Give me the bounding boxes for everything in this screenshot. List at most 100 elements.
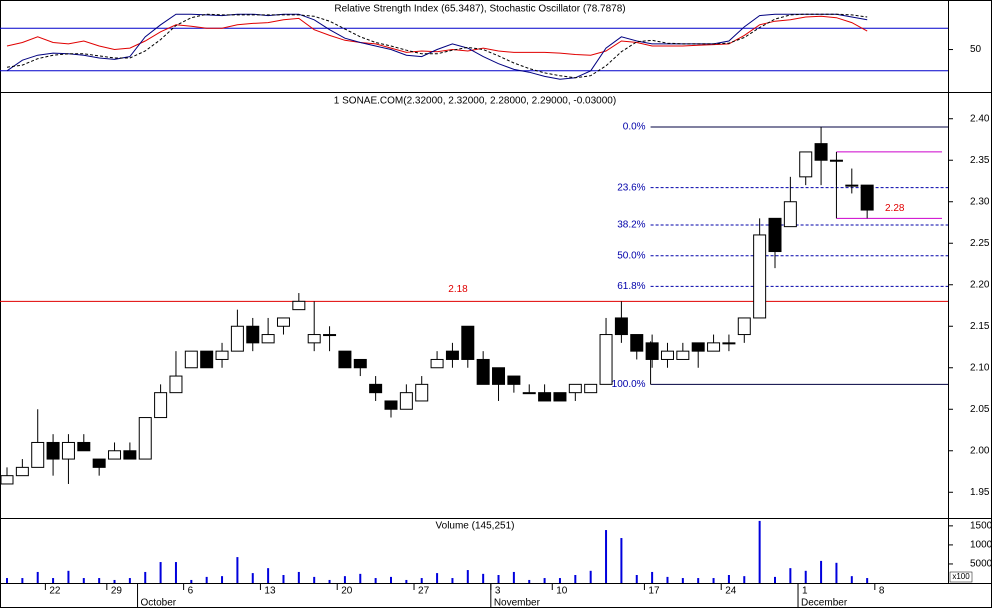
volume-bar: [436, 573, 439, 583]
volume-bar: [758, 520, 761, 583]
candle-body: [737, 317, 751, 336]
volume-bar: [666, 576, 669, 583]
candle-body: [814, 143, 828, 161]
candle-body: [492, 367, 506, 385]
volume-bar: [558, 578, 561, 583]
candle-body: [845, 184, 859, 187]
y-tick-label: 2.20: [970, 279, 990, 290]
x-tick-label: 27: [418, 586, 430, 597]
candle-body: [323, 334, 337, 337]
volume-bar: [512, 571, 515, 583]
candle-body: [476, 358, 490, 385]
volume-bar: [543, 578, 546, 583]
volume-bar: [174, 562, 177, 583]
x-tick-label: 20: [341, 586, 353, 597]
candle-body: [154, 392, 168, 419]
y-tick-label: 2.15: [970, 321, 990, 332]
candle-body: [553, 392, 567, 402]
volume-bar: [236, 557, 239, 583]
candle-body: [338, 350, 352, 369]
fib-label: 100.0%: [612, 379, 646, 390]
volume-bar: [466, 570, 469, 583]
candle-body: [768, 217, 782, 253]
price-title: 1 SONAE.COM(2.32000, 2.32000, 2.28000, 2…: [334, 96, 616, 107]
volume-bar: [405, 579, 408, 583]
candle-body: [169, 375, 183, 394]
candle-body: [707, 342, 721, 352]
x-tick-label: 10: [556, 586, 568, 597]
x-tick-label: 6: [188, 586, 194, 597]
y-tick-label: 2.10: [970, 362, 990, 373]
candle-body: [184, 350, 198, 369]
x-tick-label: 8: [879, 586, 885, 597]
volume-bar: [651, 571, 654, 583]
volume-bar: [866, 578, 869, 583]
candle-body: [246, 325, 260, 344]
candle-body: [415, 383, 429, 402]
candle-body: [384, 400, 398, 410]
y-tick-label: 5000: [970, 559, 992, 570]
volume-bar: [190, 579, 193, 583]
volume-bar: [98, 578, 101, 583]
candle-body: [353, 358, 367, 369]
candle-body: [0, 475, 14, 485]
candle-body: [215, 350, 229, 360]
volume-bar: [374, 578, 377, 583]
candle-body: [829, 159, 843, 162]
volume-bar: [113, 579, 116, 583]
volume-bar: [205, 576, 208, 583]
volume-bar: [52, 578, 55, 583]
volume-bar: [159, 562, 162, 583]
volume-bar: [712, 578, 715, 583]
volume-bar: [282, 575, 285, 583]
candle-body: [15, 466, 29, 477]
volume-bar: [267, 568, 270, 583]
candle-body: [584, 383, 598, 394]
y-tick-label: 1.95: [970, 487, 990, 498]
volume-bar: [420, 578, 423, 583]
candle-body: [307, 334, 321, 344]
candle-body: [261, 334, 275, 344]
y-tick-label: 2.40: [970, 113, 990, 124]
x-tick-label: 24: [725, 586, 737, 597]
volume-bar: [144, 571, 147, 583]
y-tick-label: 2.25: [970, 238, 990, 249]
month-label: November: [494, 598, 541, 608]
volume-bar: [343, 576, 346, 583]
candle-body: [753, 234, 767, 319]
candle-body: [77, 441, 91, 452]
volume-bar: [36, 571, 39, 583]
volume-bar: [727, 575, 730, 583]
y-tick-label: 10000: [970, 540, 992, 551]
fib-label: 23.6%: [617, 182, 645, 193]
volume-bar: [451, 578, 454, 583]
candle-body: [138, 417, 152, 460]
unit-label: x100: [952, 572, 970, 581]
candle-body: [61, 441, 75, 460]
volume-bar: [482, 573, 485, 583]
y-tick-label: 2.35: [970, 155, 990, 166]
candle-body: [507, 375, 521, 385]
fib-label: 61.8%: [617, 281, 645, 292]
x-tick-label: 13: [264, 586, 276, 597]
candle-body: [430, 358, 444, 369]
candle-body: [630, 334, 644, 352]
candle-body: [783, 201, 797, 228]
y-tick-label: 2.00: [970, 445, 990, 456]
y-tick-label: 2.05: [970, 404, 990, 415]
y-tick-label: 50: [970, 44, 982, 55]
candle-body: [799, 151, 813, 178]
indicator-line: [6, 13, 868, 79]
volume-bar: [820, 560, 823, 583]
fib-label: 38.2%: [617, 220, 645, 231]
volume-bar: [82, 578, 85, 583]
volume-bar: [804, 570, 807, 583]
candle-body: [108, 450, 122, 460]
candle-body: [276, 317, 290, 327]
candle-body: [522, 392, 536, 395]
volume-bar: [774, 576, 776, 583]
volume-bar: [620, 538, 623, 583]
candle-body: [538, 392, 552, 402]
volume-bar: [297, 571, 300, 583]
